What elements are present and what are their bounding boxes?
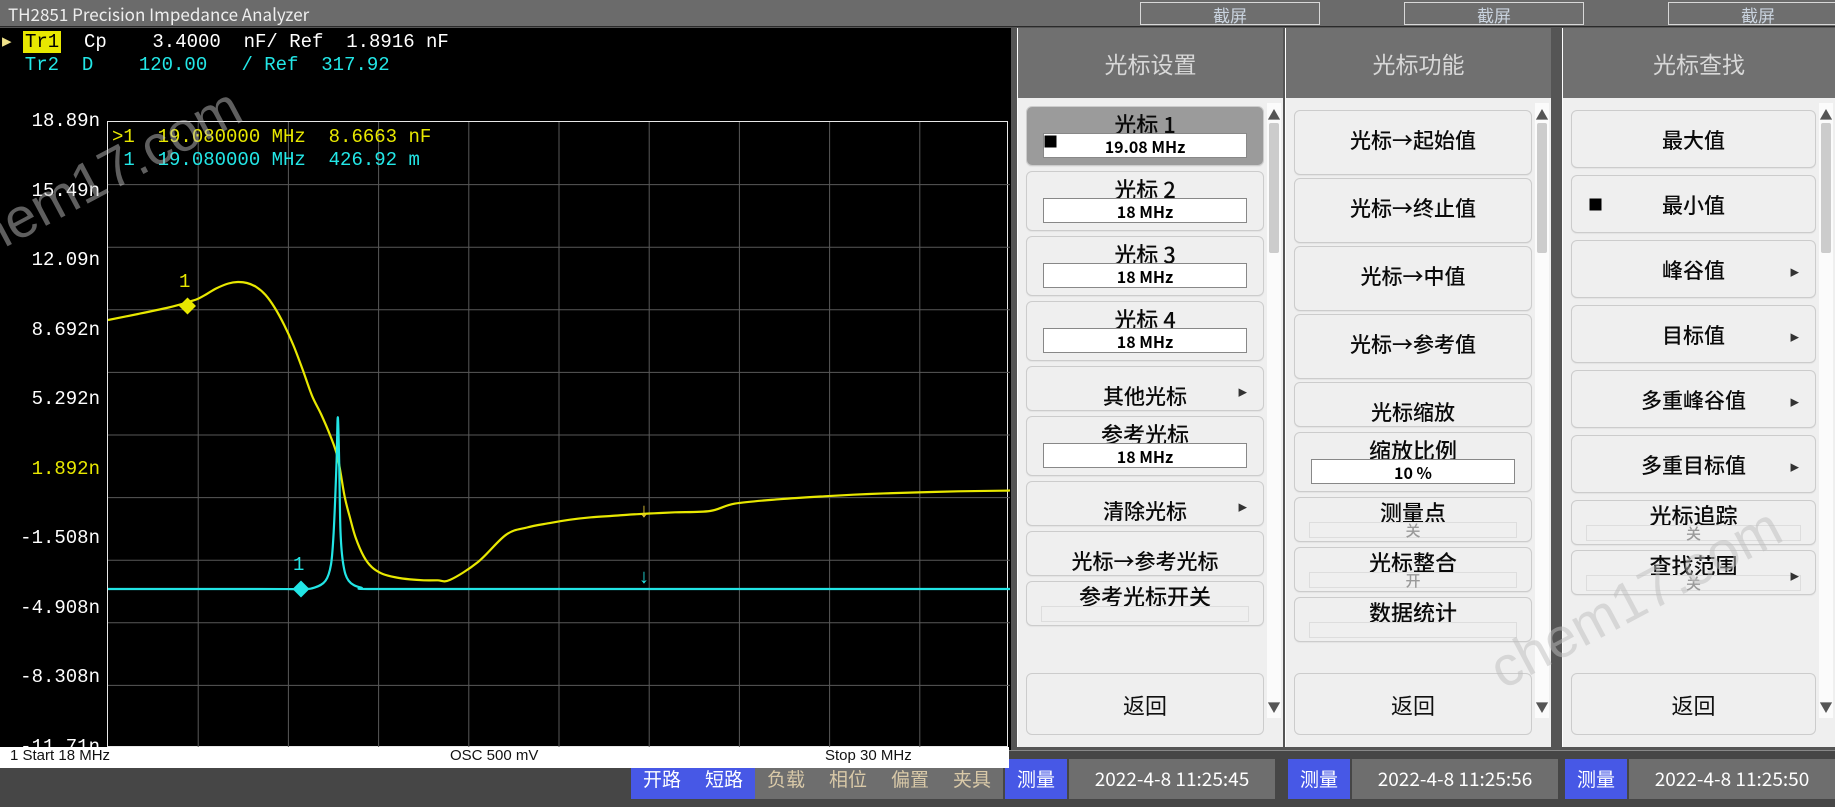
svg-text:↓: ↓ xyxy=(638,501,650,524)
svg-text:↓: ↓ xyxy=(638,567,650,590)
svg-text:1: 1 xyxy=(179,271,190,293)
svg-text:1: 1 xyxy=(293,554,304,576)
